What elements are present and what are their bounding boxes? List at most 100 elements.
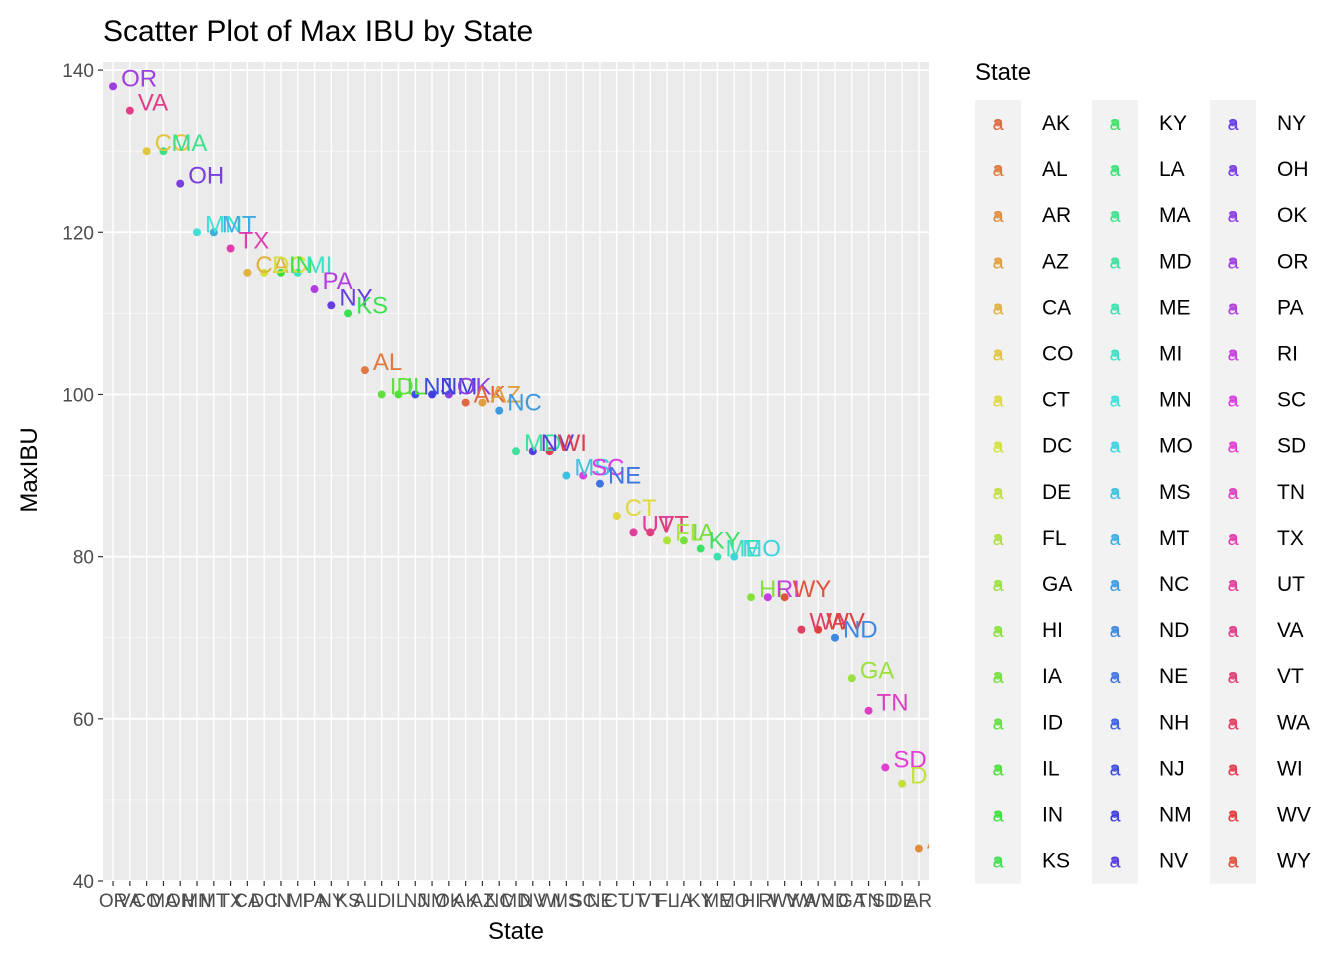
data-label: UT xyxy=(642,511,674,538)
data-label: AK xyxy=(474,382,506,409)
data-label: AR xyxy=(927,828,960,855)
data-point xyxy=(394,390,403,399)
data-point xyxy=(512,447,520,456)
x-tick-label: GA xyxy=(838,891,866,912)
data-point xyxy=(830,633,839,642)
x-tick-label: SD xyxy=(872,891,898,912)
legend-label: WA xyxy=(1277,711,1310,734)
x-tick-label: IA xyxy=(675,891,693,912)
x-tick-label: NJ xyxy=(404,891,427,912)
x-tick-label: CA xyxy=(234,891,261,912)
legend-key-point xyxy=(994,442,1002,450)
legend-label: RI xyxy=(1277,343,1298,366)
data-point xyxy=(344,309,353,318)
x-tick-label: MS xyxy=(552,891,581,912)
legend-key-point xyxy=(1111,211,1119,219)
legend-key-point xyxy=(994,165,1002,173)
x-tick-label: TX xyxy=(218,891,243,912)
legend-label: OH xyxy=(1277,158,1309,181)
data-label: CO xyxy=(155,130,191,157)
y-tick-label: 40 xyxy=(73,872,94,893)
data-point xyxy=(663,536,672,545)
legend-label: UT xyxy=(1277,573,1305,596)
legend-label: ID xyxy=(1042,711,1063,734)
data-point xyxy=(495,406,504,415)
x-tick-label: SC xyxy=(570,891,596,912)
legend-label: VA xyxy=(1277,619,1303,642)
data-label: WI xyxy=(558,430,587,457)
data-label: MA xyxy=(171,130,207,157)
data-label: MS xyxy=(574,455,610,482)
data-point xyxy=(528,447,537,456)
legend-key-point xyxy=(994,764,1002,772)
x-tick-label: DE xyxy=(889,891,915,912)
x-tick-label: WA xyxy=(786,891,816,912)
y-tick-label: 140 xyxy=(62,61,94,82)
data-label: WY xyxy=(793,576,832,603)
data-label: OR xyxy=(121,65,157,92)
data-point xyxy=(763,593,772,602)
legend-label: OK xyxy=(1277,204,1307,227)
legend-label: AR xyxy=(1042,204,1071,227)
data-label: CT xyxy=(625,495,657,522)
legend-label: DC xyxy=(1042,435,1072,458)
grid-lines xyxy=(103,62,929,882)
x-tick-label: WY xyxy=(769,891,800,912)
legend-key-point xyxy=(1111,672,1119,680)
legend-label: KY xyxy=(1159,112,1187,135)
legend-label: ND xyxy=(1159,619,1189,642)
data-label: VT xyxy=(658,511,689,538)
data-point xyxy=(914,844,923,853)
data-label: HI xyxy=(759,576,783,603)
data-point xyxy=(545,447,554,456)
data-label: MI xyxy=(306,252,333,279)
data-point xyxy=(898,779,907,788)
legend-key-point xyxy=(1229,396,1237,404)
x-tick-label: OR xyxy=(99,891,128,912)
y-tick-label: 80 xyxy=(73,548,94,569)
data-point xyxy=(696,544,705,553)
legend-key-point xyxy=(1111,580,1119,588)
legend-label: NC xyxy=(1159,573,1189,596)
legend-key-point xyxy=(994,396,1002,404)
x-tick-label: NV xyxy=(520,891,547,912)
data-label: ND xyxy=(843,617,878,644)
data-label: OK xyxy=(457,373,492,400)
data-point xyxy=(428,390,437,399)
x-tick-label: VT xyxy=(638,891,663,912)
legend-label: MI xyxy=(1159,343,1182,366)
data-label: PA xyxy=(323,268,353,295)
data-label: NC xyxy=(507,390,542,417)
legend-key-point xyxy=(1111,257,1119,265)
data-point xyxy=(310,285,319,294)
legend-key-point xyxy=(1229,534,1237,542)
data-label: IN xyxy=(289,252,313,279)
legend-key-point xyxy=(1111,811,1119,818)
legend-label: ME xyxy=(1159,296,1191,319)
data-label: MN xyxy=(205,211,242,238)
data-point xyxy=(243,268,252,277)
legend-label: MO xyxy=(1159,435,1193,458)
x-tick-label: ND xyxy=(821,891,848,912)
legend-key-point xyxy=(994,534,1002,542)
data-point xyxy=(679,536,688,545)
data-point xyxy=(797,625,806,634)
legend-label: AK xyxy=(1042,112,1070,135)
data-label: TX xyxy=(239,228,270,255)
legend-label: DE xyxy=(1042,481,1071,504)
legend-label: PA xyxy=(1277,296,1303,319)
data-point xyxy=(226,244,235,253)
data-point xyxy=(646,528,655,537)
legend-key-point xyxy=(1111,165,1119,173)
data-point xyxy=(276,268,285,277)
legend-label: MA xyxy=(1159,204,1191,227)
y-tick-label: 60 xyxy=(73,710,94,731)
chart-title: Scatter Plot of Max IBU by State xyxy=(103,15,533,48)
legend-key-point xyxy=(994,672,1002,680)
x-tick-label: AZ xyxy=(470,891,495,912)
data-point xyxy=(293,268,302,277)
data-point xyxy=(360,366,369,375)
data-label: RI xyxy=(776,576,800,603)
